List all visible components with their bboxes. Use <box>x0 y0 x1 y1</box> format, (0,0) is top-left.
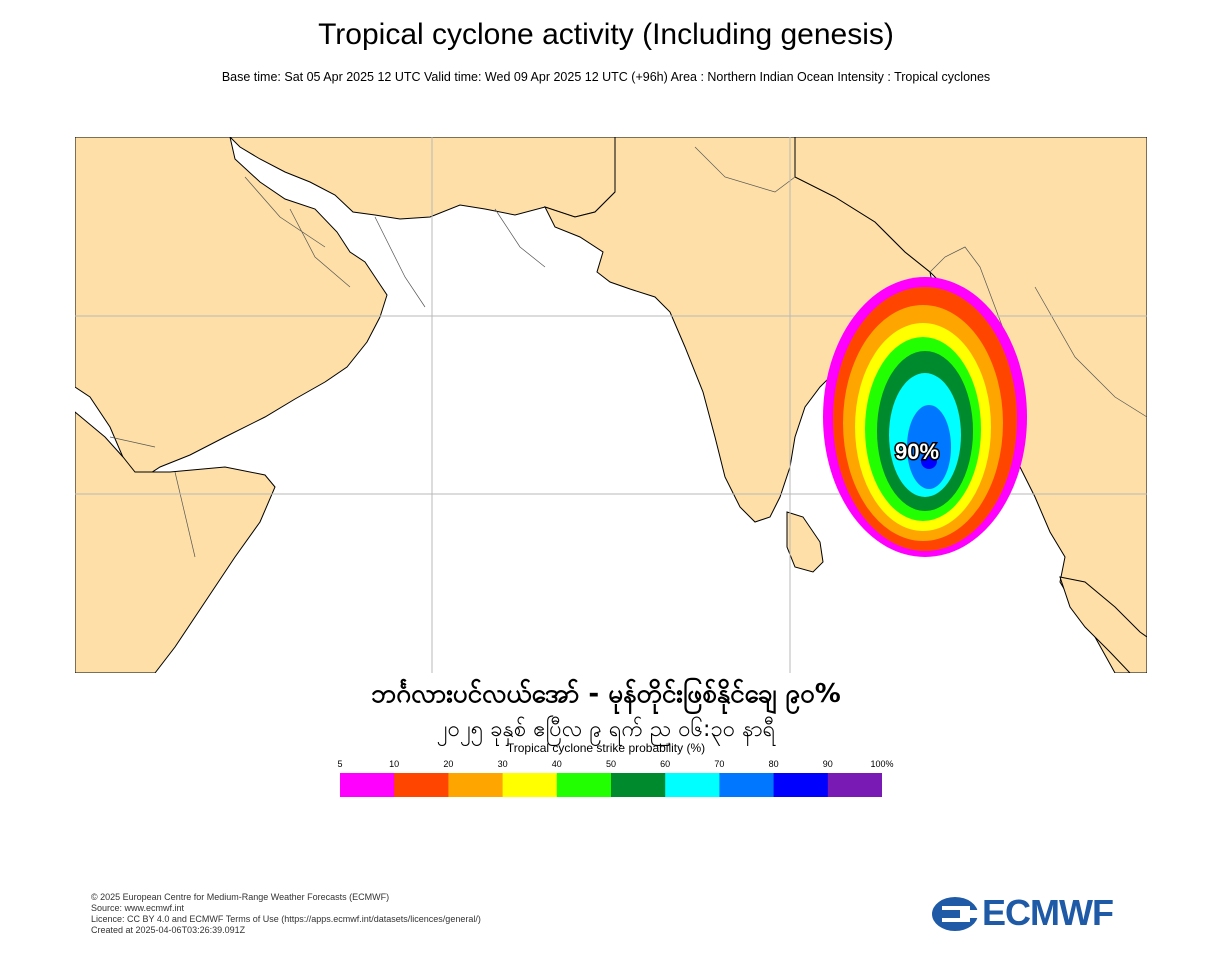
land-sri-lanka <box>786 511 824 573</box>
contour-70 <box>907 405 951 489</box>
colorbar-tick: 80 <box>768 759 779 769</box>
colorbar-tick: 20 <box>443 759 454 769</box>
colorbar-tick: 70 <box>714 759 725 769</box>
colorbar-tick: 10 <box>389 759 400 769</box>
colorbar-tick: 90 <box>822 759 833 769</box>
chart-subtitle: Base time: Sat 05 Apr 2025 12 UTC Valid … <box>221 70 991 84</box>
peak-probability-label: 90% <box>895 439 939 464</box>
colorbar-tick-labels: 5 10 20 30 40 50 60 70 80 90 100% <box>337 759 900 771</box>
ecmwf-logo-text: ECMWF <box>982 892 1114 933</box>
colorbar-swatch <box>719 773 775 797</box>
land-africa <box>75 411 276 673</box>
colorbar-tick: 50 <box>605 759 617 769</box>
contour-80 <box>921 453 937 469</box>
colorbar-tick: 100% <box>870 759 894 769</box>
overlay-text-line1: ဘင်္ဂလားပင်လယ်အော် - မုန်တိုင်းဖြစ်နိုင်… <box>371 679 841 709</box>
colorbar-swatch <box>394 773 449 797</box>
colorbar <box>340 773 882 797</box>
colorbar-swatch <box>556 773 612 797</box>
chart-title: Tropical cyclone activity (Including gen… <box>318 18 894 51</box>
land-sumatra <box>1059 576 1147 673</box>
colorbar-swatch <box>340 773 395 797</box>
colorbar-swatch <box>665 773 720 797</box>
overlay-text-line2: ၂၀၂၅ ခုနှစ် ဧပြီလ ၉ ရက် ည ၀၆:၃၀ နာရီ <box>436 717 776 742</box>
map-panel: 90% <box>75 137 1147 673</box>
probability-contours <box>823 277 1027 557</box>
colorbar-tick: 30 <box>497 759 508 769</box>
colorbar-title: Tropical cyclone strike probability (%) <box>506 741 706 755</box>
colorbar-tick: 40 <box>551 759 562 769</box>
map-svg: 90% <box>75 137 1147 673</box>
footer-copyright: © 2025 European Centre for Medium-Range … <box>91 892 390 902</box>
colorbar-swatch <box>502 773 558 797</box>
footer-created: Created at 2025-04-06T03:26:39.091Z <box>91 925 246 935</box>
colorbar-tick: 60 <box>660 759 671 769</box>
colorbar-swatch <box>827 773 882 797</box>
ecmwf-logo-icon <box>932 897 980 931</box>
footer-licence: Licence: CC BY 4.0 and ECMWF Terms of Us… <box>91 914 481 924</box>
colorbar-swatch <box>773 773 829 797</box>
borders <box>109 146 1147 558</box>
colorbar-swatch <box>611 773 666 797</box>
colorbar-swatch <box>448 773 504 797</box>
ecmwf-logo: ECMWF <box>930 892 1135 934</box>
colorbar-tick: 5 <box>337 759 343 769</box>
footer-credits: © 2025 European Centre for Medium-Range … <box>91 892 481 936</box>
footer-source: Source: www.ecmwf.int <box>91 903 185 913</box>
